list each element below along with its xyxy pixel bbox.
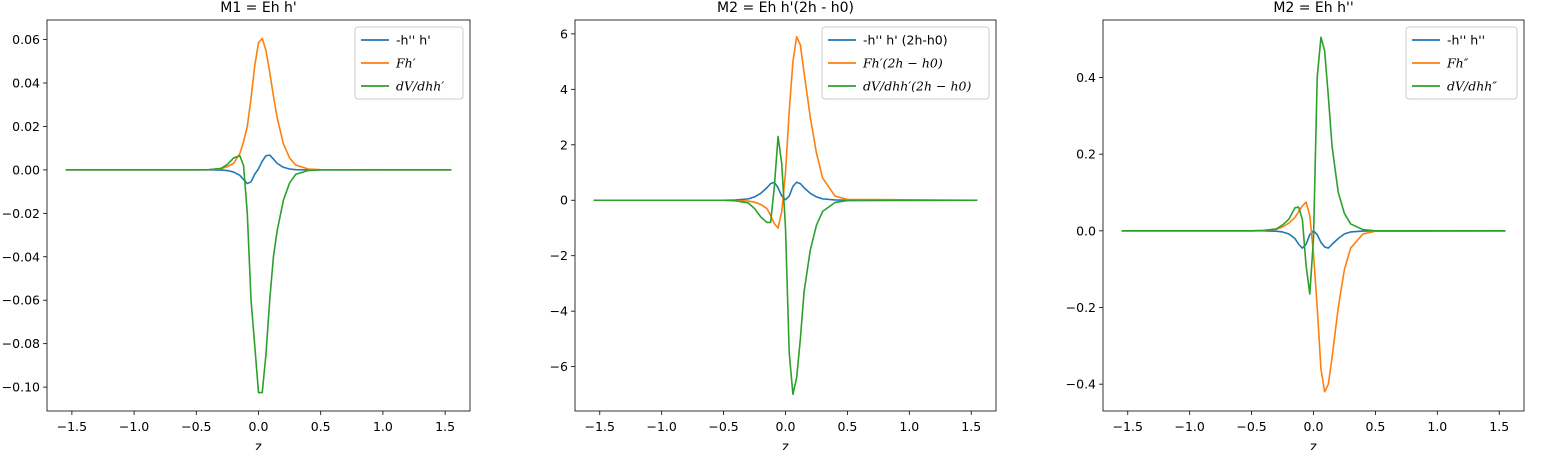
y-tick-label: 0.0 [1076,223,1096,238]
series-line-3 [1121,36,1506,295]
x-tick-label: 1.5 [1489,419,1509,434]
series-line-2 [1121,201,1506,393]
subplot-2: M2 = Eh h'(2h - h0) −1.5 −1.0 −0.5 0.0 0.5 1.0… [550,0,997,450]
x-tick-label: −1.0 [646,419,676,434]
series-line-3 [593,135,978,396]
x-tick-label: 1.5 [435,419,455,434]
x-tick-label: 0.5 [837,419,857,434]
subplot-1: M1 = Eh h' −1.5 −1.0 −0.5 0.0 0.5 1.0 1.5 0.06 0.… [2,0,471,450]
y-tick-label: 2 [560,137,568,152]
legend: -h'' h'' Fh″ dV/dhh″ [1405,26,1518,100]
x-tick-label: −1.0 [1174,419,1204,434]
chart-title: M2 = Eh h'(2h - h0) [717,0,854,16]
y-tick-label: −0.02 [2,206,40,221]
y-tick-label: −0.4 [1066,377,1096,392]
x-tick-label: 0.0 [1304,419,1324,434]
legend-label-1: -h'' h'' [1447,33,1485,48]
series-line-1 [65,154,452,185]
legend-label-3: dV/dhh″ [1447,79,1497,94]
series-line-2 [65,37,452,171]
x-tick-label: −0.5 [708,419,738,434]
y-tick-label: 4 [560,82,568,97]
legend-label-3: dV/dhh′(2h − h0) [863,79,971,94]
y-tick-label: 0.06 [12,32,40,47]
x-axis-label: z [1310,440,1317,450]
y-tick-label: −4 [550,304,568,319]
series-line-3 [65,154,452,394]
x-tick-label: 0.0 [776,419,796,434]
y-tick-label: 0.00 [12,162,40,177]
x-tick-label: 1.0 [899,419,919,434]
x-tick-label: 0.5 [311,419,331,434]
plot-frame [574,19,997,412]
y-tick-label: 0.2 [1076,147,1096,162]
series-line-2 [593,35,978,229]
x-tick-label: 1.0 [373,419,393,434]
legend-label-2: Fh″ [1446,56,1469,71]
plot-frame [1102,19,1525,412]
legend-label-3: dV/dhh′ [396,79,444,94]
y-tick-label: −0.06 [2,293,40,308]
y-tick-label: −6 [550,359,568,374]
y-tick-label: −0.10 [2,380,40,395]
legend-label-1: -h'' h' [396,33,431,48]
x-axis-label: z [255,440,262,450]
x-tick-label: −0.5 [1236,419,1266,434]
y-tick-label: 0.04 [12,75,40,90]
x-tick-label: −1.0 [119,419,149,434]
chart-title: M2 = Eh h'' [1273,0,1353,16]
y-tick-label: −2 [550,248,568,263]
y-tick-label: 0.02 [12,119,40,134]
y-tick-label: 0 [560,193,568,208]
x-tick-label: −1.5 [585,419,615,434]
subplot-3: M2 = Eh h'' −1.5 −1.0 −0.5 0.0 0.5 1.0 1.5 0.4 0.… [1066,0,1525,450]
legend-label-1: -h'' h' (2h-h0) [863,33,948,48]
legend-label-2: Fh′(2h − h0) [862,56,943,71]
x-tick-label: 1.5 [961,419,981,434]
y-tick-label: −0.2 [1066,300,1096,315]
legend: -h'' h' (2h-h0) Fh′(2h − h0) dV/dhh′(2h − … [821,26,990,100]
x-tick-label: −1.5 [57,419,87,434]
x-tick-label: 0.5 [1365,419,1385,434]
legend-box [821,26,990,100]
y-tick-label: −0.08 [2,336,40,351]
x-tick-label: −1.5 [1113,419,1143,434]
series-line-1 [593,181,978,202]
x-tick-label: 0.0 [249,419,269,434]
legend-box [354,26,464,100]
x-axis-label: z [782,440,789,450]
y-tick-label: −0.04 [2,249,40,264]
legend: -h'' h' Fh′ dV/dhh′ [354,26,464,100]
chart-title: M1 = Eh h' [220,0,297,16]
legend-label-2: Fh′ [395,56,416,71]
x-tick-label: 1.0 [1427,419,1447,434]
x-tick-label: −0.5 [181,419,211,434]
plot-frame [46,19,471,412]
y-tick-label: 6 [560,26,568,41]
legend-box [1405,26,1518,100]
y-tick-label: 0.4 [1076,70,1096,85]
